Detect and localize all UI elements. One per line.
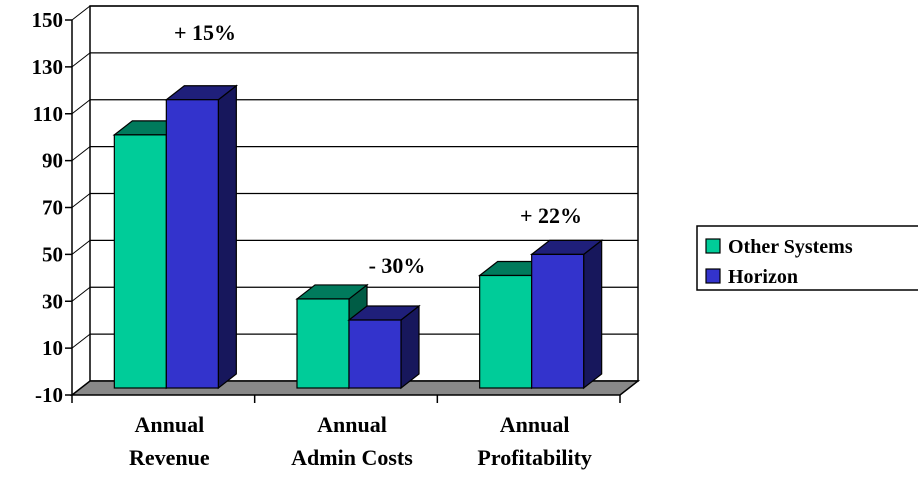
bars: [112, 84, 604, 390]
y-tick-label: -10: [35, 383, 63, 407]
bar-horizon-2: [531, 253, 585, 389]
labels: -10 10 30 50 70 90 110 130 150 Annual Revenue Annua…: [32, 8, 592, 470]
bar-other-systems-1: [296, 298, 350, 389]
bar-other-systems-0: [113, 134, 167, 389]
bar-horizon-1: [348, 319, 402, 389]
bar-side-horizon-0: [217, 84, 237, 390]
legend-label: Other Systems: [728, 236, 853, 258]
x-tick-label: Annual Revenue: [129, 412, 210, 470]
gridline-side: [71, 239, 91, 255]
gridline-side: [71, 193, 91, 208]
y-tick-label: 130: [32, 55, 64, 79]
y-tick-label: 50: [42, 242, 63, 266]
legend-swatch: [705, 268, 721, 284]
bar-horizon-0: [165, 99, 219, 389]
gridline-side: [71, 146, 91, 162]
gridline-side: [71, 52, 91, 68]
axes: [65, 19, 621, 403]
legend-box: [696, 225, 918, 291]
legend-label: Horizon: [728, 266, 798, 288]
x-tick-label: Annual Profitability: [477, 412, 591, 470]
y-tick-label: 70: [42, 196, 63, 220]
legend-swatch: [705, 238, 721, 254]
bar-other-systems-2: [479, 274, 533, 389]
y-tick-label: 10: [42, 336, 63, 360]
y-tick-label: 150: [32, 8, 64, 32]
x-tick-label: Annual Admin Costs: [291, 412, 413, 470]
y-tick-label: 30: [42, 289, 63, 313]
y-tick-label: 90: [42, 149, 63, 173]
data-annotation: + 15%: [174, 20, 236, 45]
gridline-side: [71, 286, 91, 302]
bar-side-horizon-2: [583, 239, 603, 390]
legend: Other Systems Horizon: [696, 225, 918, 291]
gridline-side: [71, 99, 91, 115]
gridline-side: [71, 333, 91, 349]
data-annotation: + 22%: [520, 203, 582, 228]
data-annotation: - 30%: [369, 253, 426, 278]
y-tick-label: 110: [33, 102, 63, 126]
gridline-side: [71, 5, 91, 21]
